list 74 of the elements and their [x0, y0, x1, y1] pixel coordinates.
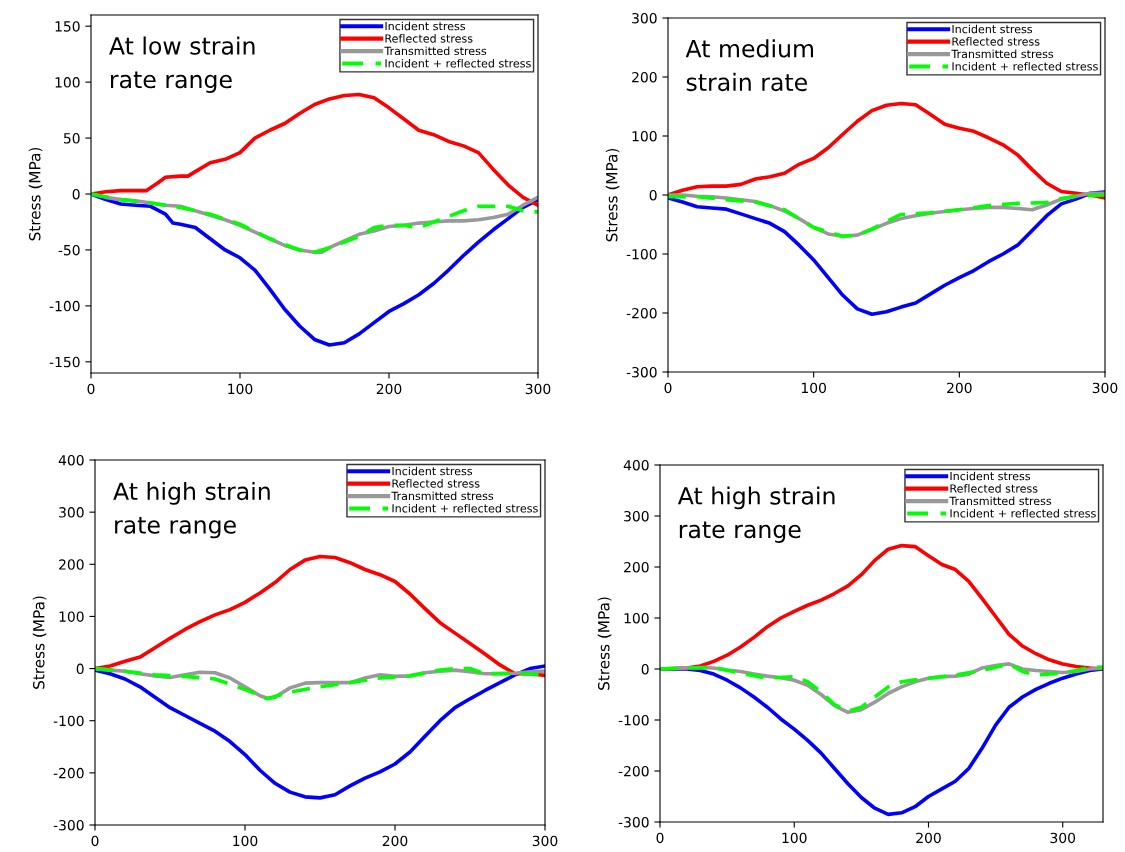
legend-label: Transmitted stress: [384, 46, 487, 56]
legend-label: Incident stress: [950, 471, 1031, 481]
y-tick-label: -150: [49, 356, 80, 368]
y-tick-label: 100: [632, 130, 657, 142]
y-tick-label: -100: [49, 300, 80, 312]
x-tick-label: 200: [947, 382, 972, 394]
y-tick-label: 100: [55, 77, 80, 88]
line-series: [91, 92, 538, 207]
x-tick-label: 300: [525, 383, 551, 395]
y-tick-label: -50: [58, 244, 80, 256]
y-tick-label: -100: [53, 715, 84, 727]
x-tick-label: 300: [532, 835, 558, 847]
legend-label: Transmitted stress: [391, 491, 494, 501]
y-axis-title: Stress (MPa): [32, 596, 47, 689]
y-tick-label: 300: [59, 507, 84, 518]
y-tick-label: -300: [626, 366, 657, 378]
x-tick-label: 100: [782, 832, 807, 844]
y-tick-label: 50: [63, 133, 80, 144]
y-axis-title: Stress (MPa): [28, 147, 43, 241]
legend-label: Reflected stress: [952, 37, 1040, 46]
y-tick-label: 400: [623, 459, 649, 471]
legend-label: Incident + reflected stress: [385, 58, 531, 68]
x-tick-label: 300: [1050, 832, 1076, 844]
line-series: [95, 664, 545, 800]
legend-label: Reflected stress: [385, 34, 473, 43]
y-tick-label: -200: [626, 307, 657, 319]
y-tick-label: -100: [626, 248, 657, 260]
y-tick-label: 200: [59, 559, 84, 570]
y-tick-label: 0: [641, 663, 649, 675]
annotation: At medium strain rate: [685, 39, 814, 92]
x-tick-label: 100: [801, 382, 826, 394]
x-tick-label: 0: [664, 382, 672, 394]
y-tick-label: 100: [624, 612, 649, 624]
y-tick-label: 400: [58, 454, 84, 466]
y-tick-label: -200: [53, 767, 84, 779]
x-tick-label: 200: [382, 835, 408, 847]
line-series: [668, 190, 1105, 316]
y-tick-label: 150: [55, 21, 80, 32]
y-tick-label: 0: [76, 663, 84, 675]
legend-label: Incident + reflected stress: [392, 503, 538, 513]
x-tick-label: 200: [916, 832, 941, 844]
x-tick-label: 100: [228, 383, 253, 395]
annotation: At high strain rate range: [677, 486, 835, 543]
y-tick-label: 100: [59, 611, 84, 622]
y-tick-label: 0: [649, 189, 657, 201]
x-tick-label: 0: [87, 383, 95, 395]
y-tick-label: 300: [624, 510, 649, 522]
annotation: At low strain rate range: [109, 36, 255, 93]
x-tick-label: 300: [1092, 382, 1118, 394]
legend-label: Reflected stress: [392, 479, 480, 488]
y-tick-label: 300: [632, 12, 657, 24]
y-tick-label: -300: [53, 819, 84, 831]
y-tick-label: 200: [624, 561, 649, 573]
x-tick-label: 0: [91, 835, 99, 847]
x-tick-label: 100: [233, 835, 258, 847]
line-series: [95, 554, 545, 678]
y-tick-label: 200: [632, 71, 657, 83]
y-axis-title: Stress (MPa): [597, 597, 612, 690]
line-series: [668, 101, 1105, 200]
x-tick-label: 200: [376, 383, 402, 395]
legend-label: Incident + reflected stress: [950, 508, 1096, 518]
y-tick-label: -100: [618, 714, 649, 726]
y-tick-label: -200: [618, 765, 649, 777]
legend-label: Reflected stress: [950, 484, 1038, 493]
legend-label: Transmitted stress: [951, 49, 1054, 59]
legend-label: Transmitted stress: [949, 496, 1052, 506]
legend-label: Incident stress: [952, 24, 1033, 34]
y-axis-title: Stress (MPa): [605, 148, 620, 242]
legend-label: Incident stress: [385, 21, 466, 31]
legend-label: Incident + reflected stress: [952, 61, 1098, 71]
y-tick-label: 0: [72, 188, 80, 200]
legend-label: Incident stress: [392, 466, 473, 476]
annotation: At high strain rate range: [113, 481, 270, 539]
y-tick-label: -300: [618, 816, 649, 828]
